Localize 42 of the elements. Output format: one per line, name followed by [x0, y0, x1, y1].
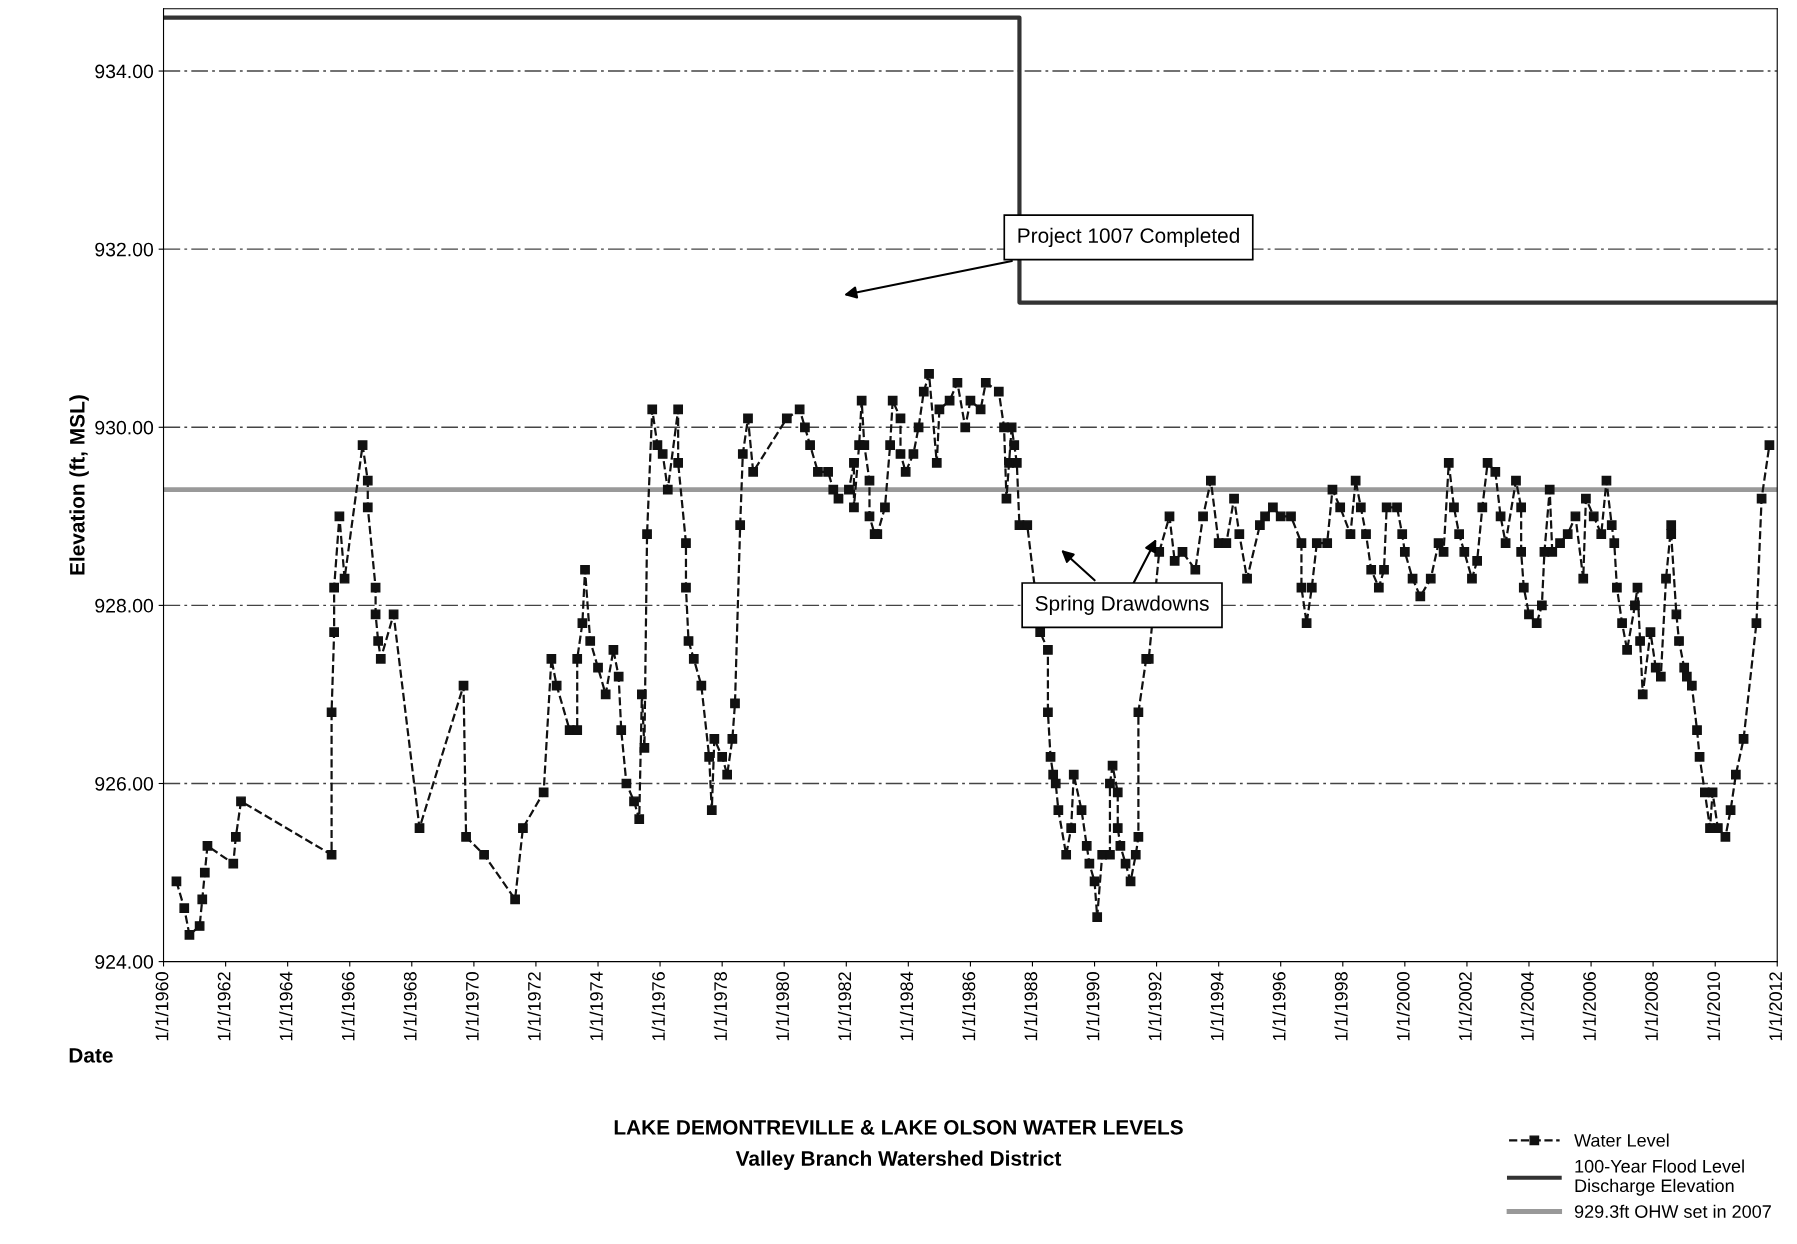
x-tick-label: 1/1/1976 [651, 972, 665, 1041]
y-tick-label: 932.00 [95, 242, 154, 257]
x-tick-label: 1/1/2010 [1706, 972, 1721, 1041]
x-tick-label: 1/1/2008 [1644, 972, 1658, 1041]
x-tick-label: 1/1/1996 [1272, 972, 1286, 1041]
x-tick-label: 1/1/1964 [279, 971, 293, 1041]
annotation: Project 1007 Completed [1018, 227, 1239, 248]
y-tick-label: 930.00 [95, 420, 154, 435]
x-tick-label: 1/1/1962 [217, 972, 231, 1041]
y-tick-label: 924.00 [95, 955, 154, 969]
y-axis-title: Elevation (ft, MSL) [69, 395, 89, 575]
x-tick-label: 1/1/2006 [1582, 972, 1596, 1041]
legend-label: 100-Year Flood Level Discharge Elevation [1575, 1159, 1744, 1196]
x-tick-label: 1/1/1972 [527, 972, 541, 1041]
x-tick-label: 1/1/1966 [341, 972, 355, 1041]
x-tick-label: 1/1/1994 [1210, 971, 1224, 1041]
x-tick-label: 1/1/1970 [465, 972, 479, 1041]
legend-label: 929.3ft OHW set in 2007 [1574, 1204, 1771, 1218]
x-tick-label: 1/1/2000 [1396, 972, 1410, 1041]
x-tick-label: 1/1/1986 [962, 972, 976, 1041]
y-tick-label: 928.00 [95, 598, 154, 613]
x-tick-label: 1/1/1992 [1148, 972, 1162, 1041]
x-tick-label: 1/1/1998 [1334, 972, 1348, 1041]
x-tick-label: 1/1/1982 [837, 972, 852, 1041]
x-tick-label: 1/1/1974 [589, 971, 603, 1041]
text: Valley Branch Watershed District [735, 1150, 1062, 1170]
x-tick-label: 1/1/1978 [713, 972, 728, 1041]
annotation: Spring Drawdowns [1035, 595, 1209, 615]
x-tick-label: 1/1/1980 [775, 972, 790, 1041]
x-tick-label: 1/1/1968 [403, 972, 417, 1041]
x-tick-label: 1/1/2004 [1520, 971, 1534, 1041]
legend-label: Water Level [1574, 1133, 1669, 1147]
y-tick-label: 934.00 [95, 64, 154, 79]
x-axis-title: Date [69, 1048, 113, 1063]
x-tick-label: 1/1/1990 [1086, 972, 1100, 1041]
x-tick-label: 1/1/1984 [899, 971, 914, 1041]
y-tick-label: 926.00 [95, 776, 154, 791]
text: LAKE DEMONTREVILLE & LAKE OLSON WATER LEVELS [614, 1119, 1183, 1135]
x-tick-label: 1/1/2002 [1458, 972, 1472, 1041]
x-tick-label: 1/1/1960 [155, 972, 169, 1041]
x-tick-label: 1/1/1988 [1024, 972, 1038, 1041]
x-tick-label: 1/1/2012 [1768, 972, 1783, 1041]
